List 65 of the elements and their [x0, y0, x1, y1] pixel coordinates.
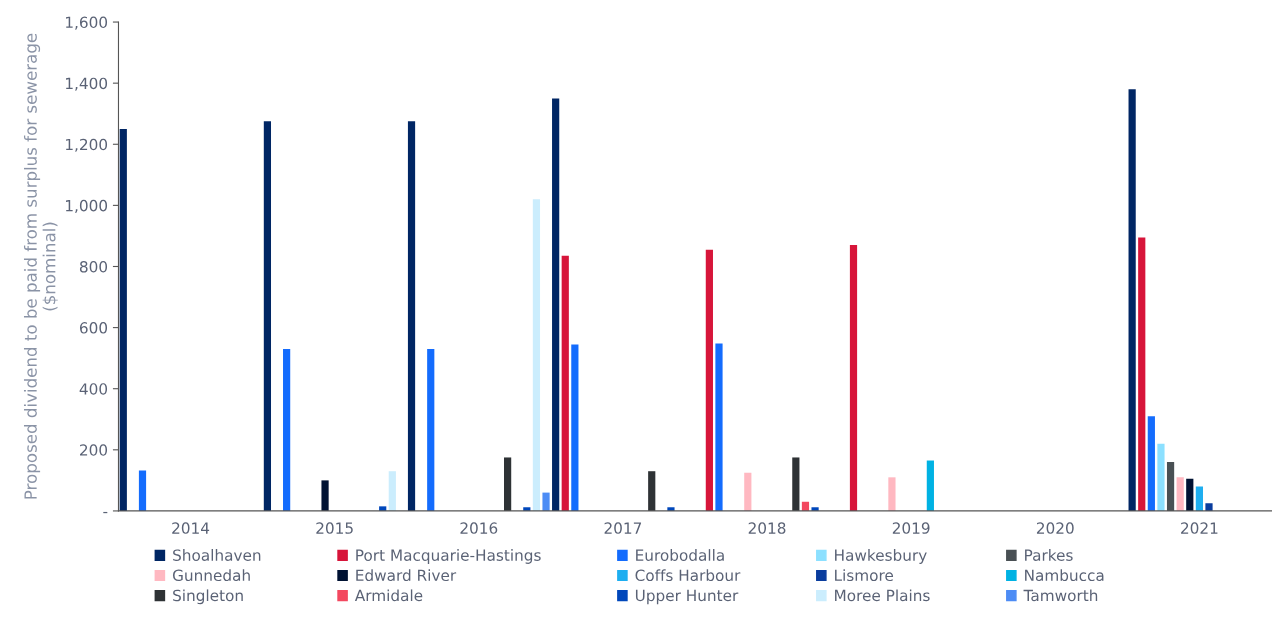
y-axis-title: Proposed dividend to be paid from surplus for sewerage ($nominal) — [23, 33, 58, 499]
bar — [321, 480, 329, 511]
legend-label: Gunnedah — [172, 569, 250, 582]
bar — [388, 471, 396, 511]
legend-label: Hawkesbury — [835, 549, 927, 564]
bar — [1186, 478, 1194, 511]
bar — [792, 457, 800, 511]
y-tick-label: 1,200 — [66, 138, 108, 152]
bar — [542, 492, 550, 511]
bar — [407, 121, 416, 511]
x-tick-label: 2021 — [1181, 522, 1218, 534]
legend-label: Upper Hunter — [635, 589, 739, 605]
y-tick-label: 1,000 — [66, 199, 108, 213]
legend-label: Armidale — [354, 589, 423, 602]
y-tick-label: 200 — [80, 444, 108, 456]
bar — [811, 507, 819, 511]
bar — [1205, 503, 1213, 511]
x-tick-label: 2017 — [604, 522, 642, 534]
bar — [561, 255, 569, 511]
y-tick-label: 600 — [79, 322, 108, 334]
legend-label: Singleton — [173, 589, 243, 605]
bar — [926, 460, 934, 511]
legend-label: Edward River — [356, 569, 457, 582]
legend-label: Tamworth — [1023, 589, 1098, 602]
bar — [119, 128, 127, 511]
bar — [705, 249, 713, 511]
bar — [1128, 89, 1136, 511]
bar — [138, 470, 147, 511]
bar — [667, 507, 675, 511]
y-tick-label: - — [103, 511, 108, 514]
bar — [504, 457, 512, 511]
legend-label: Port Macquarie-Hastings — [356, 549, 541, 564]
x-tick-label: 2018 — [748, 522, 786, 534]
bar — [571, 344, 579, 511]
bar — [283, 348, 291, 511]
bar — [744, 472, 752, 511]
x-tick-label: 2015 — [316, 522, 353, 534]
bar — [1176, 477, 1184, 511]
x-tick-label: 2016 — [460, 522, 498, 534]
legend-label: Coffs Harbour — [635, 569, 741, 582]
y-tick-label: 800 — [79, 260, 108, 273]
y-tick-label: 400 — [79, 383, 108, 395]
bar — [1157, 443, 1165, 511]
bar — [532, 199, 541, 511]
bar — [1195, 486, 1203, 511]
bar — [427, 348, 435, 511]
bar — [552, 98, 560, 511]
legend-label: Nambucca — [1025, 569, 1104, 582]
y-tick-label: 1,400 — [66, 77, 108, 91]
legend-label: Lismore — [835, 569, 894, 582]
legend-label: Moree Plains — [835, 589, 930, 602]
bar — [1138, 237, 1146, 511]
bar — [1147, 416, 1155, 511]
bar — [849, 245, 858, 511]
legend-label: Shoalhaven — [173, 549, 261, 561]
x-tick-label: 2019 — [892, 522, 930, 534]
bar — [648, 471, 656, 511]
legend-label: Eurobodalla — [636, 549, 724, 561]
bar — [888, 477, 896, 511]
x-tick-label: 2014 — [172, 522, 210, 534]
bar — [263, 121, 272, 511]
x-tick-label: 2020 — [1036, 522, 1074, 534]
bar — [715, 343, 723, 511]
legend-label: Parkes — [1025, 549, 1073, 561]
y-tick-label: 1,600 — [66, 16, 108, 30]
